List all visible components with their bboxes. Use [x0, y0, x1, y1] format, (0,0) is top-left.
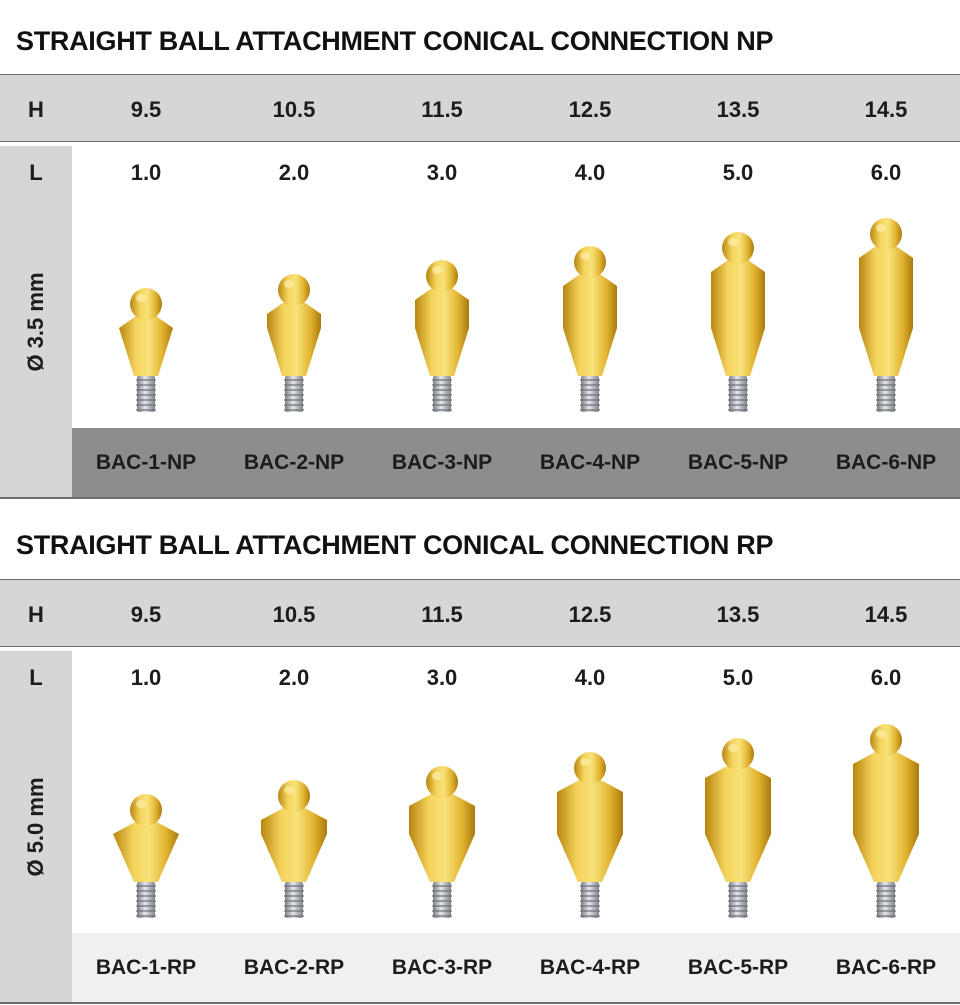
length-value: 6.0	[870, 665, 902, 690]
height-value: 12.5	[568, 602, 612, 627]
product-code: BAC-2-NP	[243, 451, 345, 474]
product-code: BAC-6-NP	[835, 451, 937, 474]
abutment-image	[516, 180, 664, 420]
length-value: 4.0	[574, 665, 606, 690]
product-code: BAC-3-NP	[391, 451, 493, 474]
length-value: 2.0	[278, 665, 310, 690]
product-code: BAC-1-NP	[95, 451, 197, 474]
length-value: 4.0	[574, 160, 606, 185]
height-value: 13.5	[716, 602, 760, 627]
table-bottom-rule	[0, 497, 960, 499]
length-value: 1.0	[130, 665, 162, 690]
h-label: H	[28, 602, 44, 627]
abutment-image	[664, 686, 812, 926]
height-value: 9.5	[130, 602, 162, 627]
product-code: BAC-1-RP	[95, 956, 197, 979]
length-value: 5.0	[722, 160, 754, 185]
height-value: 11.5	[421, 602, 463, 627]
product-code: BAC-4-NP	[539, 451, 641, 474]
abutment-image	[72, 686, 220, 926]
product-code: BAC-6-RP	[835, 956, 937, 979]
abutment-image	[812, 180, 960, 420]
length-value: 1.0	[130, 160, 162, 185]
product-code: BAC-4-RP	[539, 956, 641, 979]
diameter-column: L Ø 3.5 mm	[0, 146, 72, 498]
height-value: 9.5	[130, 97, 162, 122]
abutment-image	[516, 686, 664, 926]
abutment-image	[664, 180, 812, 420]
length-value: 3.0	[426, 665, 458, 690]
product-code-bar: BAC-1-NP BAC-2-NP BAC-3-NP BAC-4-NP BAC-…	[72, 428, 960, 498]
abutment-image	[368, 180, 516, 420]
length-value: 6.0	[870, 160, 902, 185]
section-title: STRAIGHT BALL ATTACHMENT CONICAL CONNECT…	[16, 530, 774, 560]
product-code: BAC-5-NP	[687, 451, 789, 474]
length-value: 2.0	[278, 160, 310, 185]
height-header-row: H 9.5 10.5 11.5 12.5 13.5 14.5	[0, 74, 960, 142]
length-value: 5.0	[722, 665, 754, 690]
height-value: 13.5	[716, 97, 760, 122]
product-code: BAC-3-RP	[391, 956, 493, 979]
l-label: L	[29, 665, 43, 690]
diameter-label: Ø 5.0 mm	[23, 777, 48, 877]
diameter-label: Ø 3.5 mm	[23, 272, 48, 372]
table-bottom-rule	[0, 1002, 960, 1004]
product-code: BAC-2-RP	[243, 956, 345, 979]
height-value: 12.5	[568, 97, 612, 122]
abutment-image	[72, 180, 220, 420]
section-title: STRAIGHT BALL ATTACHMENT CONICAL CONNECT…	[16, 26, 774, 56]
height-value: 11.5	[421, 97, 463, 122]
length-value: 3.0	[426, 160, 458, 185]
height-value: 10.5	[272, 602, 316, 627]
height-value: 14.5	[864, 97, 908, 122]
abutment-image	[368, 686, 516, 926]
product-code: BAC-5-RP	[687, 956, 789, 979]
abutment-image	[812, 686, 960, 926]
height-value: 14.5	[864, 602, 908, 627]
product-code-bar: BAC-1-RP BAC-2-RP BAC-3-RP BAC-4-RP BAC-…	[72, 933, 960, 1003]
l-label: L	[29, 160, 43, 185]
abutment-image	[220, 180, 368, 420]
height-header-row: H 9.5 10.5 11.5 12.5 13.5 14.5	[0, 579, 960, 647]
diameter-column: L Ø 5.0 mm	[0, 651, 72, 1003]
h-label: H	[28, 97, 44, 122]
height-value: 10.5	[272, 97, 316, 122]
abutment-image	[220, 686, 368, 926]
